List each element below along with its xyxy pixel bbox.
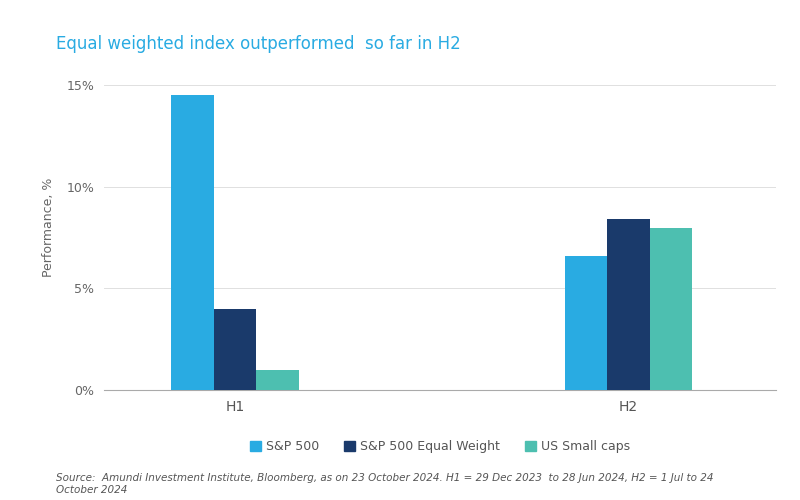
Legend: S&P 500, S&P 500 Equal Weight, US Small caps: S&P 500, S&P 500 Equal Weight, US Small …	[245, 435, 635, 458]
Bar	[607, 220, 650, 390]
Y-axis label: Performance, %: Performance, %	[42, 178, 55, 277]
Bar	[565, 256, 607, 390]
Bar	[171, 96, 214, 390]
Text: Source:  Amundi Investment Institute, Bloomberg, as on 23 October 2024. H1 = 29 : Source: Amundi Investment Institute, Blo…	[56, 474, 714, 495]
Bar	[257, 370, 299, 390]
Bar	[650, 228, 693, 390]
Text: Equal weighted index outperformed  so far in H2: Equal weighted index outperformed so far…	[56, 35, 461, 53]
Bar	[214, 308, 257, 390]
